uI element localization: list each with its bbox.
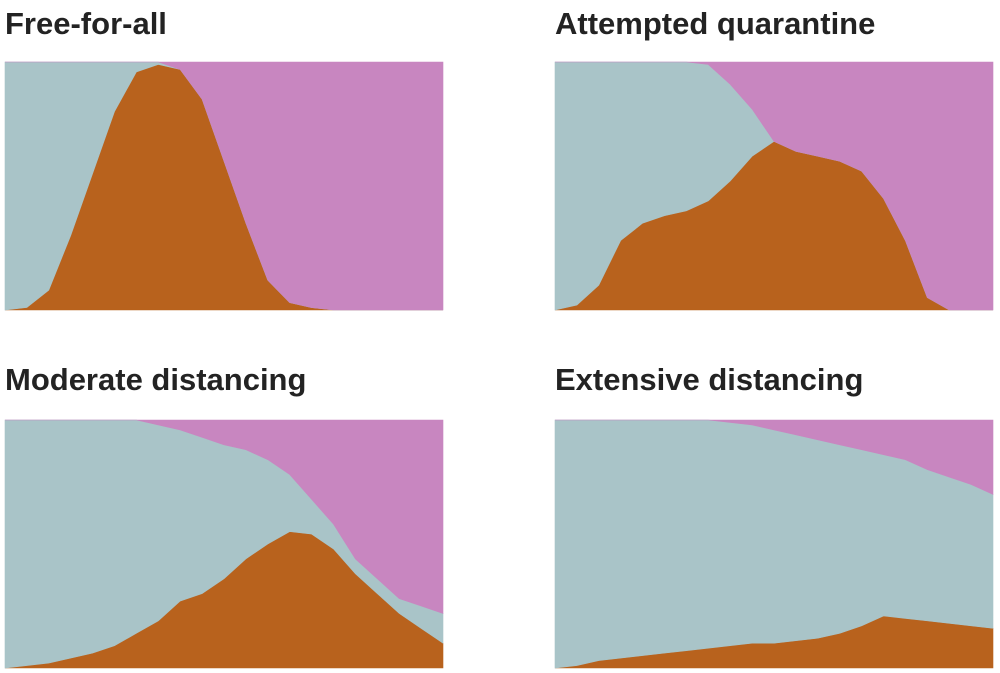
panel-title: Attempted quarantine: [555, 6, 875, 41]
panel-title: Free-for-all: [5, 6, 167, 41]
area-series: [555, 61, 994, 311]
panel: Attempted quarantine: [554, 6, 994, 311]
area-series: [5, 61, 444, 311]
area-series: [555, 419, 994, 495]
panel: Free-for-all: [4, 6, 444, 311]
area-series: [5, 419, 444, 614]
panel-title: Moderate distancing: [5, 362, 306, 397]
panel: Extensive distancing: [554, 362, 994, 669]
panel-title: Extensive distancing: [555, 362, 863, 397]
panel: Moderate distancing: [4, 362, 444, 669]
